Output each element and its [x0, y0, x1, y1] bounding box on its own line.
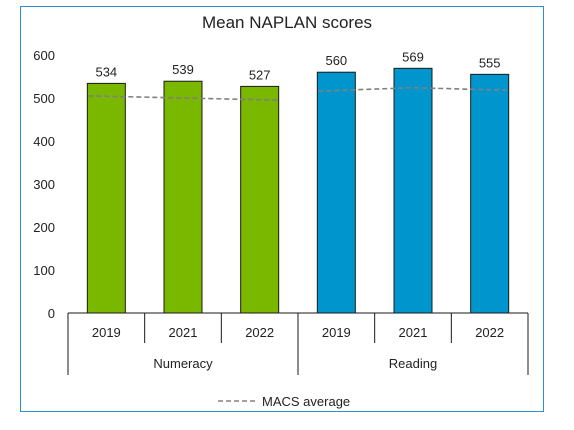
y-tick-label: 200	[33, 220, 55, 235]
bar-numeracy-2022	[240, 85, 280, 314]
bar-reading-2022	[470, 73, 510, 314]
bar-data-label: 555	[479, 55, 501, 70]
bar-reading-2019	[316, 71, 356, 314]
y-tick-label: 500	[33, 91, 55, 106]
bar-data-label: 534	[95, 64, 117, 79]
x-tick-label: 2022	[475, 325, 504, 340]
x-tick-label: 2021	[169, 325, 198, 340]
bars	[86, 67, 510, 314]
x-tick-label: 2022	[245, 325, 274, 340]
bar-data-labels: 534 539 527 560 569 555	[95, 49, 500, 82]
y-tick-label: 300	[33, 177, 55, 192]
y-axis-labels: 0 100 200 300 400 500 600	[33, 48, 55, 321]
bar-numeracy-2021	[163, 80, 203, 314]
macs-average-lines	[88, 86, 508, 101]
y-tick-label: 400	[33, 134, 55, 149]
x-group-label: Reading	[389, 356, 437, 371]
y-tick-label: 600	[33, 48, 55, 63]
legend: MACS average	[218, 394, 350, 409]
bar-data-label: 527	[249, 67, 271, 82]
y-tick-label: 0	[48, 306, 55, 321]
x-group-label: Numeracy	[153, 356, 213, 371]
bar-numeracy-2019	[86, 82, 126, 314]
chart-title: Mean NAPLAN scores	[201, 13, 373, 32]
x-tick-label: 2021	[399, 325, 428, 340]
bar-data-label: 539	[172, 62, 194, 77]
y-tick-label: 100	[33, 263, 55, 278]
legend-label: MACS average	[262, 394, 350, 409]
x-tick-label: 2019	[322, 325, 351, 340]
x-axis: 2019 2021 2022 2019 2021 2022 Numeracy Reading	[67, 312, 529, 375]
bar-data-label: 569	[402, 49, 424, 64]
bar-data-label: 560	[325, 53, 347, 68]
x-tick-label: 2019	[92, 325, 121, 340]
bar-reading-2021	[393, 67, 433, 314]
